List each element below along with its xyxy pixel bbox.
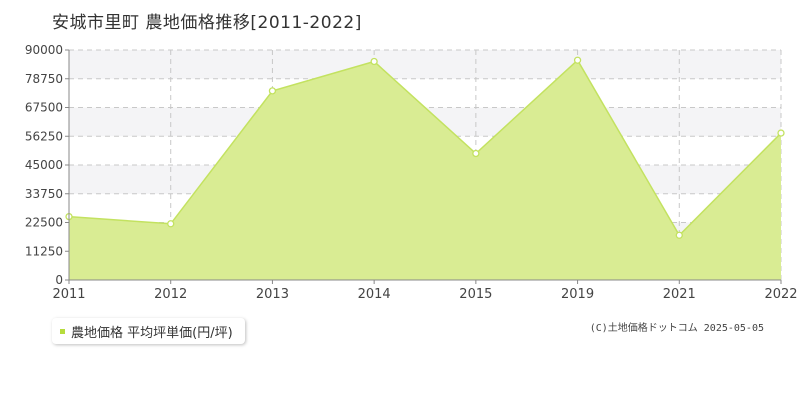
y-tick-label: 45000 xyxy=(25,158,63,172)
x-tick-label: 2014 xyxy=(358,287,391,302)
copyright-text: (C)土地価格ドットコム 2025-05-05 xyxy=(589,323,764,334)
data-point xyxy=(167,220,175,228)
data-point xyxy=(777,129,785,137)
y-tick-label: 22500 xyxy=(25,216,63,230)
data-point xyxy=(472,149,480,158)
legend-marker xyxy=(60,328,65,334)
data-point xyxy=(268,87,277,95)
x-tick-label: 2011 xyxy=(52,287,85,302)
x-axis-tick-labels: 2011 2012 2013 2014 2015 2019 2021 2022 xyxy=(52,287,797,302)
x-tick-label: 2012 xyxy=(154,287,187,302)
y-tick-label: 11250 xyxy=(25,244,63,258)
y-tick-label: 90000 xyxy=(25,43,63,57)
series-line xyxy=(68,59,782,237)
y-tick-label: 33750 xyxy=(25,187,63,201)
data-point xyxy=(573,56,582,64)
x-tick-label: 2021 xyxy=(663,287,696,302)
data-point xyxy=(675,231,683,239)
chart-title: 安城市里町 農地価格推移[2011-2022] xyxy=(52,13,362,33)
y-tick-label: 78750 xyxy=(25,72,63,86)
area-fill xyxy=(69,60,781,280)
legend-label: 農地価格 平均坪単価(円/坪) xyxy=(71,325,233,341)
x-tick-label: 2019 xyxy=(561,287,594,302)
x-tick-label: 2013 xyxy=(256,287,289,302)
axes xyxy=(65,49,782,284)
y-tick-label: 0 xyxy=(55,273,63,287)
x-tick-label: 2015 xyxy=(459,287,492,302)
series-area xyxy=(68,59,782,280)
legend: 農地価格 平均坪単価(円/坪) xyxy=(52,318,245,344)
y-tick-label: 67500 xyxy=(25,101,63,115)
y-tick-label: 56250 xyxy=(25,129,63,143)
x-tick-label: 2022 xyxy=(764,287,797,302)
background-band xyxy=(69,50,781,79)
y-axis-tick-labels: 0 11250 22500 33750 45000 56250 67500 78750 9000… xyxy=(25,43,63,287)
data-point xyxy=(370,57,378,66)
